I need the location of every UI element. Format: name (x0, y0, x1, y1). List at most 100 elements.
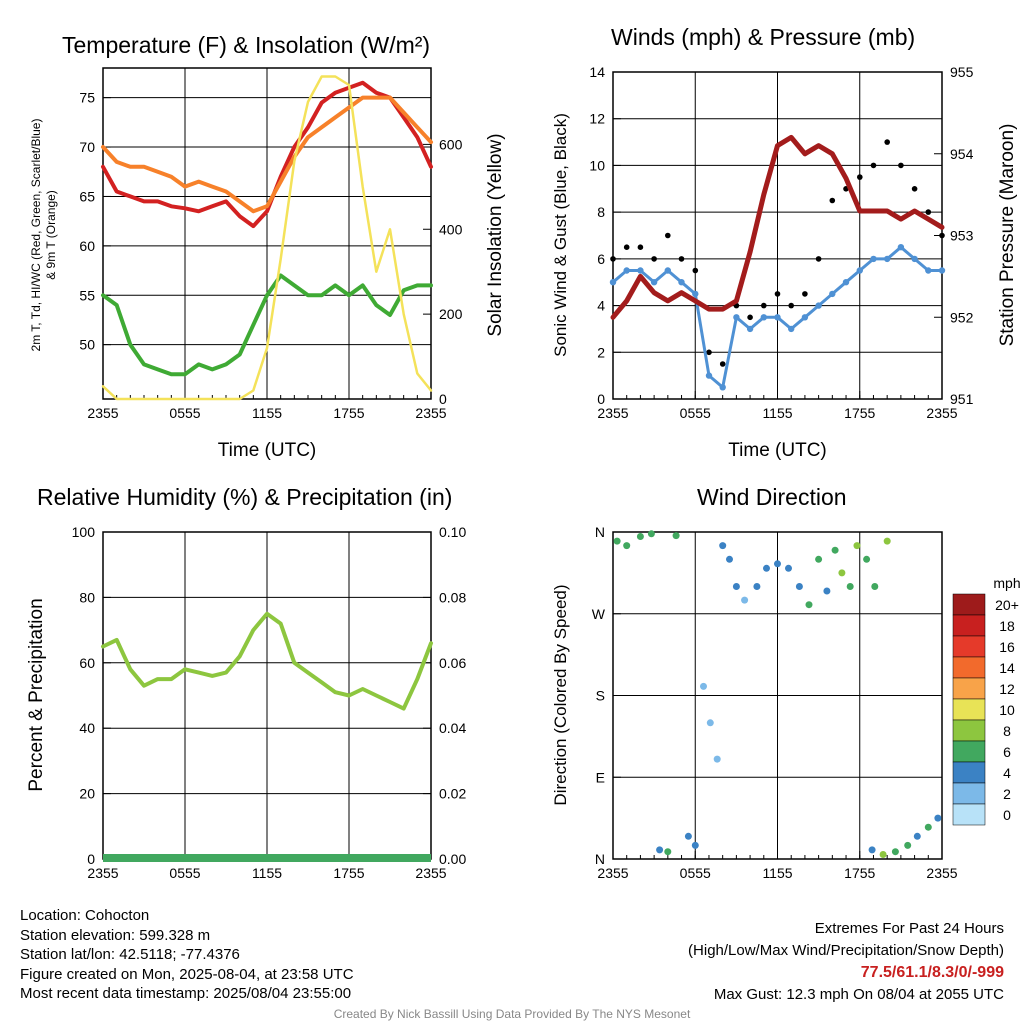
x-tick-label: 1155 (252, 865, 282, 881)
wind-point (637, 244, 644, 250)
wind-point (610, 256, 616, 262)
x-tick-label: 2355 (926, 405, 957, 421)
location-text: Location: Cohocton (20, 907, 150, 924)
y-tick-label: 70 (79, 139, 95, 155)
humidity-title: Relative Humidity (%) & Precipitation (i… (37, 484, 453, 510)
y2-tick-label: 0.02 (439, 786, 466, 802)
colorbar-label: 16 (999, 639, 1015, 655)
series-line-2m-td (101, 273, 433, 377)
direction-point (664, 848, 672, 856)
direction-point (815, 555, 823, 563)
colorbar-swatch (952, 635, 986, 658)
y2-tick-label: 953 (950, 228, 974, 244)
y2-tick-label: 400 (439, 221, 463, 237)
credit-text: Created By Nick Bassill Using Data Provi… (333, 1007, 691, 1021)
direction-point (672, 532, 680, 540)
y2-tick-label: 954 (950, 146, 974, 162)
x-tick-label: 1755 (333, 865, 364, 881)
colorbar-label: 14 (999, 660, 1015, 676)
y2-tick-label: 952 (950, 309, 974, 325)
direction-point (823, 587, 831, 595)
direction-point (913, 832, 921, 840)
y2-tick-label: 955 (950, 64, 974, 80)
y-tick-label: W (592, 606, 606, 622)
y-axis-label-line2: & 9m T (Orange) (44, 190, 58, 280)
y-tick-label: 0 (87, 851, 95, 867)
direction-point (879, 851, 887, 858)
wind-point (623, 244, 630, 250)
wind-point (815, 256, 822, 262)
x-tick-label: 2355 (87, 865, 118, 881)
series-line-solar-insolation (101, 75, 433, 401)
colorbar-label: 8 (1003, 723, 1011, 739)
x-tick-label: 1155 (252, 405, 282, 421)
recent-text: Most recent data timestamp: 2025/08/04 2… (20, 985, 352, 1002)
direction-point (883, 537, 891, 545)
y-axis-label: Direction (Colored By Speed) (551, 584, 570, 805)
y-axis-label-line1: 2m T, Td, HI/WC (Red, Green, Scarlet/Blu… (29, 119, 43, 352)
humidity-panel: 2355 0555 1155 1755 23550204060801000.000.02… (26, 524, 466, 881)
wind-point (829, 197, 836, 204)
wind-point (925, 209, 932, 215)
colorbar-swatch (952, 740, 986, 763)
direction-point (726, 555, 733, 563)
wind-point (747, 314, 753, 321)
wind-point (692, 267, 699, 274)
y-tick-label: 50 (79, 337, 95, 353)
x-tick-label: 2355 (597, 865, 628, 881)
colorbar-swatch (952, 803, 986, 826)
y-tick-label: 60 (79, 655, 95, 671)
direction-point (805, 601, 813, 609)
y-tick-label: N (595, 851, 605, 867)
series-line-9m-t (101, 95, 433, 214)
direction-point (613, 537, 621, 545)
wind-point (898, 162, 904, 169)
x-tick-label: 2355 (926, 865, 957, 881)
x-axis-label: Time (UTC) (218, 440, 317, 461)
series-line-sonic-wind (611, 245, 944, 389)
direction-point (713, 755, 721, 763)
direction-point (838, 569, 846, 577)
wind-point (802, 291, 808, 297)
x-tick-label: 2355 (87, 405, 118, 421)
y-tick-label: 2 (597, 344, 605, 360)
colorbar-label: 6 (1003, 744, 1011, 760)
x-tick-label: 2355 (415, 865, 446, 881)
x-tick-label: 1155 (762, 405, 792, 421)
wind-point (884, 139, 890, 145)
wind-point (911, 186, 918, 192)
y2-tick-label: 200 (439, 306, 463, 322)
extremes-values: 77.5/61.1/8.3/0/-999 (860, 964, 1004, 981)
direction-point (763, 564, 770, 572)
series-line-relative-humidity (101, 611, 433, 711)
x-tick-label: 1755 (844, 865, 875, 881)
colorbar-swatch (952, 719, 986, 742)
colorbar-swatch (952, 614, 986, 637)
x-tick-label: 0555 (680, 405, 711, 421)
direction-point (656, 846, 664, 854)
direction-point (691, 841, 699, 849)
colorbar-swatch (952, 761, 986, 784)
y-tick-label: S (596, 688, 605, 704)
y2-tick-label: 0.06 (439, 655, 466, 671)
y-tick-label: 100 (72, 524, 96, 540)
y-tick-label: 55 (79, 287, 95, 303)
wind-point (651, 256, 657, 262)
wind-point (788, 302, 794, 309)
y-tick-label: 40 (79, 720, 95, 736)
colorbar-swatch (952, 782, 986, 805)
colorbar-swatch (952, 593, 986, 616)
wind-point (761, 302, 767, 309)
colorbar-label: 2 (1003, 786, 1011, 802)
winds-panel: 2355 0555 1155 1755 235502468101214951952953… (551, 64, 1018, 461)
y2-tick-label: 0.00 (439, 851, 466, 867)
direction-point (684, 832, 692, 840)
colorbar-label: 10 (999, 702, 1015, 718)
y-tick-label: E (596, 769, 605, 785)
y-tick-label: 12 (589, 111, 605, 127)
x-tick-label: 2355 (415, 405, 446, 421)
colorbar-swatch (952, 656, 986, 679)
direction-point (623, 542, 631, 550)
station-info: Location: Cohocton Station elevation: 59… (20, 906, 354, 1004)
colorbar-swatch (952, 677, 986, 700)
